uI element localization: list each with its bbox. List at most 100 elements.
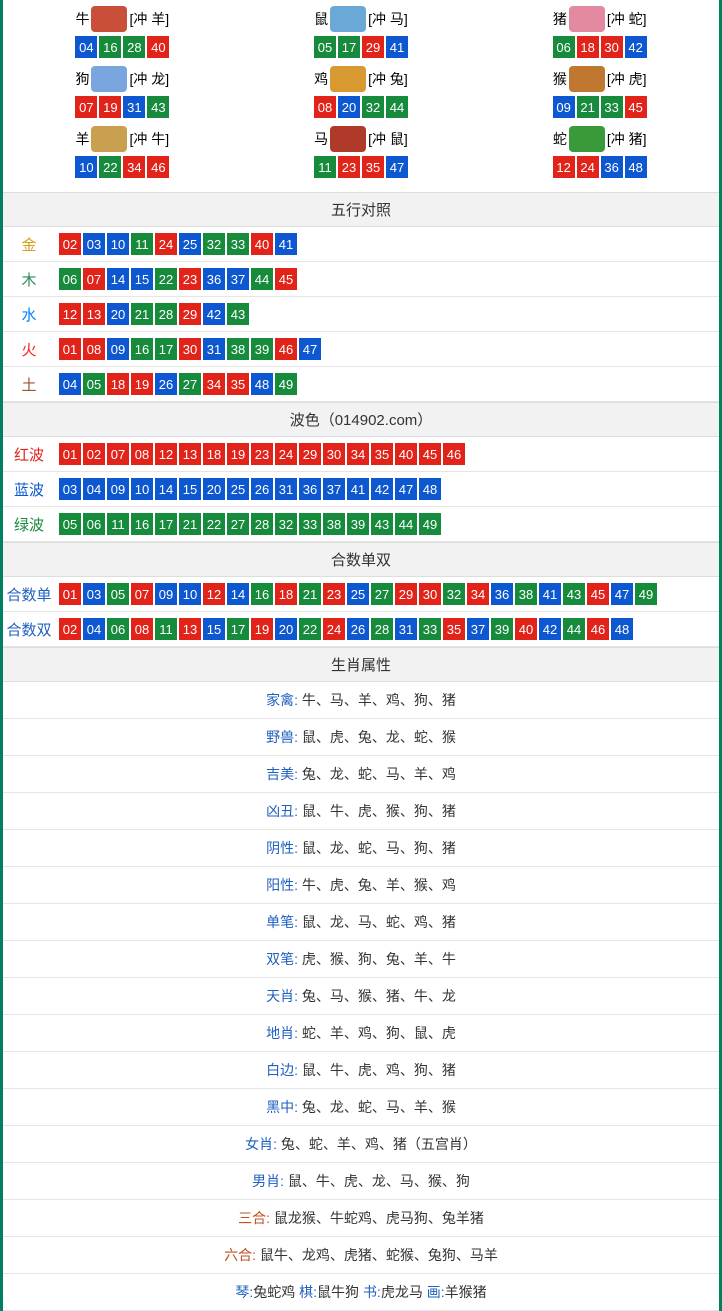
attr-row: 天肖: 兔、马、猴、猪、牛、龙 — [3, 978, 719, 1015]
number-badge: 22 — [99, 156, 121, 178]
number-badge: 13 — [83, 303, 105, 325]
number-badge: 06 — [59, 268, 81, 290]
number-badge: 29 — [395, 583, 417, 605]
number-badge: 05 — [83, 373, 105, 395]
number-badge: 32 — [443, 583, 465, 605]
number-badge: 09 — [107, 478, 129, 500]
attr-row: 吉美: 兔、龙、蛇、马、羊、鸡 — [3, 756, 719, 793]
number-badge: 21 — [131, 303, 153, 325]
attr-text: 牛、马、羊、鸡、狗、猪 — [298, 692, 456, 708]
wuxing-label: 土 — [3, 374, 55, 395]
attr-row: 野兽: 鼠、虎、兔、龙、蛇、猴 — [3, 719, 719, 756]
number-badge: 13 — [179, 443, 201, 465]
number-badge: 27 — [179, 373, 201, 395]
number-badge: 39 — [347, 513, 369, 535]
number-badge: 36 — [491, 583, 513, 605]
number-badge: 43 — [371, 513, 393, 535]
number-badge: 02 — [59, 233, 81, 255]
zodiac-icon — [330, 66, 366, 92]
attr-label: 琴: — [235, 1284, 253, 1300]
wuxing-label: 火 — [3, 339, 55, 360]
number-badge: 36 — [299, 478, 321, 500]
heshu-row: 合数双0204060811131517192022242628313335373… — [3, 612, 719, 647]
number-badge: 08 — [83, 338, 105, 360]
wuxing-row: 火0108091617303138394647 — [3, 332, 719, 367]
number-badge: 27 — [371, 583, 393, 605]
number-badge: 44 — [251, 268, 273, 290]
zodiac-name: 羊 — [75, 129, 89, 149]
attr-label: 天肖: — [266, 988, 298, 1004]
number-badge: 08 — [314, 96, 336, 118]
number-badge: 32 — [362, 96, 384, 118]
number-badge: 28 — [155, 303, 177, 325]
number-badge: 20 — [338, 96, 360, 118]
number-badge: 15 — [179, 478, 201, 500]
bose-label: 绿波 — [3, 514, 55, 535]
number-badge: 26 — [347, 618, 369, 640]
number-badge: 21 — [577, 96, 599, 118]
number-badge: 06 — [83, 513, 105, 535]
zodiac-conflict: [冲 羊] — [129, 9, 169, 29]
number-badge: 26 — [155, 373, 177, 395]
number-badge: 45 — [625, 96, 647, 118]
number-badge: 06 — [553, 36, 575, 58]
number-badge: 23 — [323, 583, 345, 605]
zodiac-icon — [569, 6, 605, 32]
number-badge: 30 — [179, 338, 201, 360]
number-badge: 48 — [251, 373, 273, 395]
attr-text: 鼠龙猴、牛蛇鸡、虎马狗、兔羊猪 — [270, 1210, 484, 1226]
number-badge: 15 — [131, 268, 153, 290]
number-badge: 23 — [338, 156, 360, 178]
number-badge: 10 — [75, 156, 97, 178]
number-badge: 46 — [147, 156, 169, 178]
zodiac-icon — [569, 126, 605, 152]
number-badge: 03 — [83, 233, 105, 255]
attr-row: 单笔: 鼠、龙、马、蛇、鸡、猪 — [3, 904, 719, 941]
number-badge: 12 — [553, 156, 575, 178]
attr-row: 六合: 鼠牛、龙鸡、虎猪、蛇猴、兔狗、马羊 — [3, 1237, 719, 1274]
number-badge: 24 — [577, 156, 599, 178]
number-badge: 11 — [107, 513, 129, 535]
number-badge: 09 — [155, 583, 177, 605]
number-badge: 04 — [75, 36, 97, 58]
number-badge: 04 — [83, 478, 105, 500]
attr-label: 女肖: — [245, 1136, 277, 1152]
zodiac-conflict: [冲 兔] — [368, 69, 408, 89]
bose-row: 红波0102070812131819232429303435404546 — [3, 437, 719, 472]
number-badge: 33 — [419, 618, 441, 640]
number-badge: 30 — [323, 443, 345, 465]
zodiac-conflict: [冲 龙] — [129, 69, 169, 89]
number-badge: 30 — [419, 583, 441, 605]
wuxing-label: 木 — [3, 269, 55, 290]
number-badge: 12 — [155, 443, 177, 465]
attr-text: 鼠牛狗 — [317, 1284, 363, 1300]
number-badge: 41 — [275, 233, 297, 255]
number-badge: 40 — [147, 36, 169, 58]
number-badge: 42 — [371, 478, 393, 500]
zodiac-name: 鸡 — [314, 69, 328, 89]
number-badge: 25 — [179, 233, 201, 255]
attr-text: 牛、虎、兔、羊、猴、鸡 — [298, 877, 456, 893]
wuxing-row: 金02031011242532334041 — [3, 227, 719, 262]
number-badge: 37 — [323, 478, 345, 500]
number-badge: 05 — [314, 36, 336, 58]
number-badge: 06 — [107, 618, 129, 640]
attr-label: 家禽: — [266, 692, 298, 708]
number-badge: 40 — [251, 233, 273, 255]
number-badge: 17 — [338, 36, 360, 58]
bose-label: 红波 — [3, 444, 55, 465]
number-badge: 42 — [203, 303, 225, 325]
number-badge: 10 — [107, 233, 129, 255]
attr-text: 鼠、龙、马、蛇、鸡、猪 — [298, 914, 456, 930]
zodiac-name: 猪 — [553, 9, 567, 29]
number-badge: 34 — [203, 373, 225, 395]
number-badge: 28 — [251, 513, 273, 535]
zodiac-icon — [569, 66, 605, 92]
wuxing-row: 土04051819262734354849 — [3, 367, 719, 402]
number-badge: 17 — [227, 618, 249, 640]
wuxing-row: 水1213202128294243 — [3, 297, 719, 332]
number-badge: 48 — [611, 618, 633, 640]
number-badge: 15 — [203, 618, 225, 640]
number-badge: 18 — [275, 583, 297, 605]
number-badge: 16 — [251, 583, 273, 605]
